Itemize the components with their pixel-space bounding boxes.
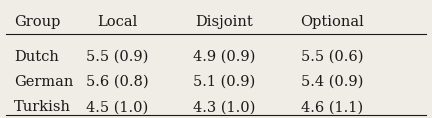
Text: 4.5 (1.0): 4.5 (1.0) <box>86 100 149 114</box>
Text: 5.5 (0.9): 5.5 (0.9) <box>86 50 149 64</box>
Text: Optional: Optional <box>300 15 364 29</box>
Text: 5.5 (0.6): 5.5 (0.6) <box>301 50 363 64</box>
Text: Dutch: Dutch <box>14 50 59 64</box>
Text: 4.9 (0.9): 4.9 (0.9) <box>194 50 256 64</box>
Text: Disjoint: Disjoint <box>196 15 254 29</box>
Text: 4.6 (1.1): 4.6 (1.1) <box>301 100 363 114</box>
Text: Group: Group <box>14 15 60 29</box>
Text: Local: Local <box>97 15 137 29</box>
Text: 5.6 (0.8): 5.6 (0.8) <box>86 75 149 89</box>
Text: 5.4 (0.9): 5.4 (0.9) <box>301 75 363 89</box>
Text: 5.1 (0.9): 5.1 (0.9) <box>194 75 256 89</box>
Text: 4.3 (1.0): 4.3 (1.0) <box>194 100 256 114</box>
Text: German: German <box>14 75 73 89</box>
Text: Turkish: Turkish <box>14 100 71 114</box>
